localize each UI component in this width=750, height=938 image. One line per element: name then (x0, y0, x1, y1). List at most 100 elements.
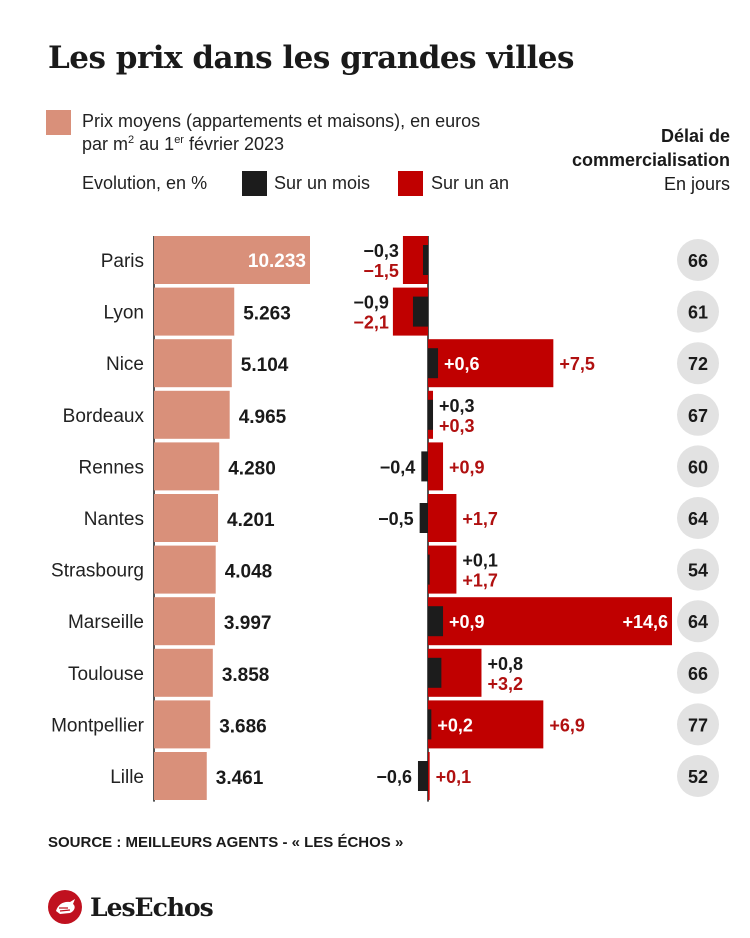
year-bar-rennes (428, 442, 444, 491)
delay-circle-nice (677, 342, 719, 385)
category-label-nantes: Nantes (84, 509, 144, 530)
delay-circle-bordeaux (677, 393, 719, 436)
delay-circle-montpellier (677, 703, 719, 746)
price-bar-toulouse (154, 648, 213, 697)
category-label-paris: Paris (101, 251, 144, 272)
price-label-strasbourg: 4.048 (225, 562, 273, 583)
delay-circle-marseille (677, 600, 719, 643)
legend-price-label: Prix moyens (appartements et maisons), e… (82, 110, 480, 156)
delay-value-toulouse: 66 (688, 664, 708, 684)
brand: LesEchos (48, 889, 214, 925)
year-bar-lille (428, 752, 430, 800)
price-bar-rennes (154, 442, 220, 491)
category-label-toulouse: Toulouse (68, 664, 144, 685)
year-label-montpellier: +6,9 (549, 715, 585, 735)
month-label-lyon: −0,9 (353, 293, 389, 313)
legend-evolution-label: Evolution, en % (82, 173, 208, 193)
price-bar-bordeaux (154, 390, 230, 439)
category-label-marseille: Marseille (68, 612, 144, 633)
category-label-bordeaux: Bordeaux (63, 406, 145, 427)
category-label-lyon: Lyon (104, 303, 145, 324)
delay-value-nantes: 64 (688, 509, 708, 529)
year-bar-nice (428, 339, 554, 388)
price-bar-nantes (154, 494, 219, 542)
price-label-lille: 3.461 (216, 768, 264, 789)
month-label-montpellier: +0,2 (437, 715, 473, 735)
delay-circle-paris (677, 239, 719, 281)
month-bar-lille (417, 761, 428, 791)
year-label-paris: −1,5 (363, 261, 399, 281)
legend-year-label: Sur un an (431, 173, 510, 193)
year-label-nice: +7,5 (559, 354, 595, 374)
delay-circle-lille (677, 755, 719, 797)
price-bar-lille (154, 752, 207, 800)
month-label-bordeaux: +0,3 (439, 396, 475, 416)
delay-value-bordeaux: 67 (688, 406, 708, 426)
delay-circle-rennes (677, 445, 719, 488)
delay-value-lyon: 61 (688, 303, 708, 323)
price-label-nice: 5.104 (241, 355, 289, 376)
category-label-rennes: Rennes (79, 457, 145, 478)
month-bar-bordeaux (428, 399, 434, 430)
month-bar-marseille (428, 606, 444, 637)
price-bar-lyon (154, 287, 235, 336)
month-label-nantes: −0,5 (378, 509, 414, 529)
month-bar-paris (422, 245, 428, 275)
delay-circle-lyon (677, 290, 719, 333)
month-label-paris: −0,3 (363, 241, 399, 261)
source-note: SOURCE : MEILLEURS AGENTS - « LES ÉCHOS … (48, 834, 404, 851)
month-label-lille: −0,6 (376, 767, 412, 787)
category-label-lille: Lille (110, 767, 144, 788)
delay-circle-nantes (677, 497, 719, 539)
year-label-marseille: +14,6 (622, 612, 668, 632)
legend-month-label: Sur un mois (274, 173, 371, 193)
delay-value-lille: 52 (688, 767, 708, 787)
year-label-lille: +0,1 (436, 767, 472, 787)
price-label-paris: 10.233 (248, 251, 306, 272)
year-label-bordeaux: +0,3 (439, 416, 475, 436)
month-bar-strasbourg (428, 554, 430, 585)
delay-column-header: Délai de commercialisation En jours (572, 124, 730, 196)
month-bar-toulouse (428, 657, 442, 688)
price-bar-marseille (154, 597, 215, 646)
month-label-strasbourg: +0,1 (462, 551, 498, 571)
price-label-marseille: 3.997 (224, 613, 272, 634)
month-bar-lyon (412, 296, 428, 327)
delay-value-rennes: 60 (688, 457, 708, 477)
legend-price-line1: Prix moyens (appartements et maisons), e… (82, 111, 481, 131)
year-label-nantes: +1,7 (462, 509, 498, 529)
price-bar-nice (154, 339, 232, 388)
delay-value-paris: 66 (688, 251, 708, 271)
month-label-rennes: −0,4 (380, 457, 416, 477)
month-bar-montpellier (428, 709, 432, 740)
year-label-lyon: −2,1 (353, 313, 389, 333)
month-bar-nice (428, 348, 439, 379)
year-label-strasbourg: +1,7 (462, 571, 498, 591)
category-label-strasbourg: Strasbourg (51, 561, 144, 582)
price-label-toulouse: 3.858 (222, 665, 270, 686)
brand-name: LesEchos (90, 892, 214, 922)
year-label-rennes: +0,9 (449, 457, 485, 477)
delay-value-nice: 72 (688, 354, 708, 374)
month-bar-rennes (421, 451, 428, 482)
year-bar-nantes (428, 494, 457, 542)
delay-value-strasbourg: 54 (688, 561, 708, 581)
year-bar-marseille (428, 597, 672, 646)
delay-header-line3: En jours (663, 174, 730, 194)
delay-circle-toulouse (677, 651, 719, 694)
delay-circle-strasbourg (677, 548, 719, 591)
price-label-nantes: 4.201 (227, 510, 275, 531)
year-bar-strasbourg (428, 545, 457, 594)
price-bar-strasbourg (154, 545, 216, 594)
delay-header-line1: Délai de (660, 126, 730, 146)
year-bar-montpellier (428, 700, 544, 749)
month-bar-nantes (419, 503, 428, 533)
price-label-rennes: 4.280 (228, 458, 276, 479)
delay-value-montpellier: 77 (688, 715, 708, 735)
price-label-lyon: 5.263 (243, 304, 291, 325)
legend-swatch-month (242, 171, 267, 196)
legend-price-line2: par m2 au 1er février 2023 (82, 134, 285, 154)
price-bar-paris (154, 236, 310, 284)
price-label-montpellier: 3.686 (219, 716, 267, 737)
